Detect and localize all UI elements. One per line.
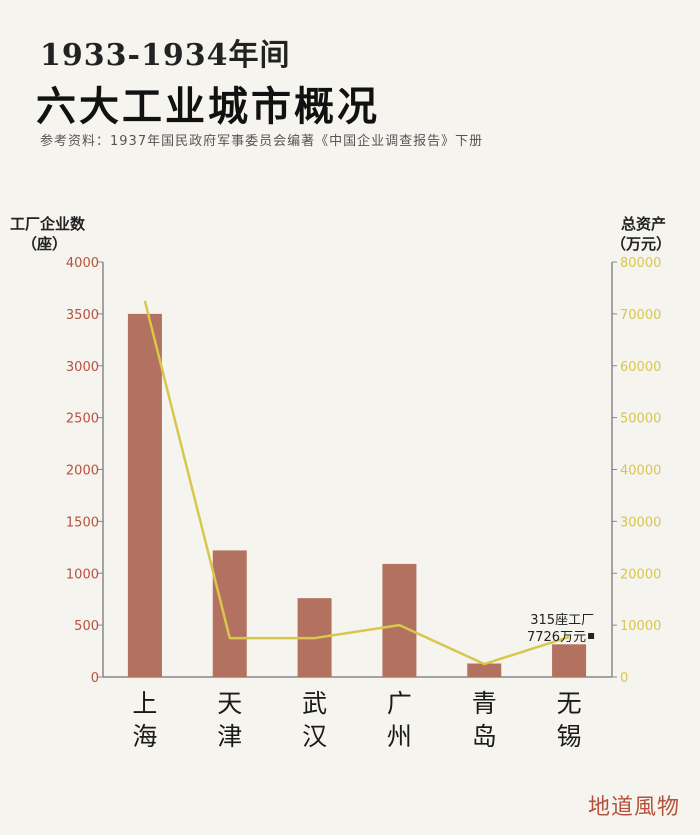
y-tick-left-label: 4000 <box>66 256 99 271</box>
bar <box>127 313 162 677</box>
x-category-label: 天 <box>217 689 242 718</box>
y-tick-right-label: 50000 <box>620 412 661 427</box>
y-tick-right-label: 0 <box>620 671 628 686</box>
x-category-label: 武 <box>302 689 327 718</box>
total-assets-line <box>143 300 570 666</box>
bar <box>467 663 502 677</box>
chart-source-note: 参考资料：1937年国民政府军事委员会编著《中国企业调查报告》下册 <box>40 134 484 149</box>
y-tick-left-label: 0 <box>91 671 99 686</box>
y-tick-right-label: 60000 <box>620 360 661 375</box>
y-axis-left-title: 工厂企业数 <box>10 215 86 233</box>
y-axis-right-title: 总资产 <box>621 215 666 233</box>
annotation-line-1: 315座工厂 <box>530 613 594 628</box>
x-category-label: 广 <box>387 689 412 718</box>
y-tick-right-label: 80000 <box>620 256 661 271</box>
x-category-label: 上 <box>132 689 157 718</box>
y-tick-left-label: 2000 <box>66 464 99 479</box>
x-category-label: 津 <box>217 722 242 751</box>
line-layer <box>143 300 570 666</box>
y-tick-right-label: 30000 <box>620 515 661 530</box>
y-tick-right-label: 70000 <box>620 308 661 323</box>
y-tick-left-label: 1000 <box>66 567 99 582</box>
bar <box>382 563 417 677</box>
y-tick-right-label: 10000 <box>620 619 661 634</box>
x-category-label: 无 <box>557 689 582 718</box>
y-tick-left-label: 2500 <box>66 412 99 427</box>
y-axis-right-title: （万元） <box>611 235 671 253</box>
y-tick-left-label: 3000 <box>66 360 99 375</box>
brand-logo-text: 地道風物 <box>587 795 680 820</box>
bar <box>212 550 247 677</box>
x-category-label: 海 <box>132 722 157 751</box>
axes-layer: 0500100015002000250030003500400001000020… <box>66 256 661 686</box>
x-category-label: 锡 <box>557 722 582 751</box>
annotation-line-2: 7726万元 <box>527 630 586 645</box>
y-tick-left-label: 500 <box>74 619 99 634</box>
x-category-label: 州 <box>387 722 412 751</box>
y-tick-left-label: 1500 <box>66 515 99 530</box>
y-tick-left-label: 3500 <box>66 308 99 323</box>
chart-title-line1: 1933-1934年间 <box>40 38 291 73</box>
x-category-label: 青 <box>472 689 497 718</box>
bars-layer <box>127 313 587 677</box>
chart-title-line2: 六大工业城市概况 <box>36 83 380 130</box>
labels-layer: 工厂企业数 （座） 总资产 （万元） 上海 天津 武汉 广州 青岛 无锡 315座工厂 7726万元 <box>10 215 671 751</box>
annotation-marker <box>588 633 595 639</box>
x-category-label: 汉 <box>302 722 327 751</box>
y-tick-right-label: 40000 <box>620 464 661 479</box>
y-axis-left-title: （座） <box>22 235 67 253</box>
bar <box>552 644 587 677</box>
x-category-label: 岛 <box>472 722 497 751</box>
y-tick-right-label: 20000 <box>620 567 661 582</box>
